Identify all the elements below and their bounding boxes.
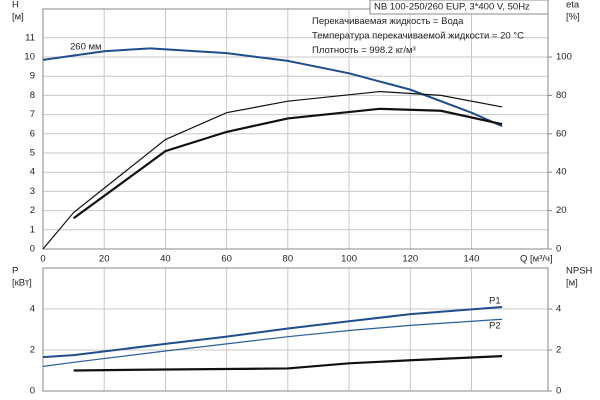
y-axis-label: P <box>12 266 18 277</box>
x-tick-label: 140 <box>464 254 480 265</box>
y2-tick-label: 20 <box>556 205 567 216</box>
y-tick-label: 9 <box>30 71 35 82</box>
curve <box>72 107 503 220</box>
plot-frame <box>42 8 549 250</box>
y2-tick-label: 2 <box>556 345 561 356</box>
y2-tick-label: 0 <box>556 386 561 397</box>
y2-axis-label: [м] <box>566 278 578 289</box>
y-tick-label: 3 <box>30 186 35 197</box>
y-tick-label: 1 <box>30 224 35 235</box>
curve <box>42 318 503 367</box>
y2-tick-label: 60 <box>556 128 567 139</box>
y-tick-label: 5 <box>30 148 35 159</box>
y2-tick-label: 80 <box>556 90 567 101</box>
y-tick-label: 0 <box>30 386 35 397</box>
y-tick-label: 4 <box>30 304 35 315</box>
y-tick-label: 2 <box>30 205 35 216</box>
x-tick-label: 100 <box>341 254 357 265</box>
y2-axis-label: eta <box>566 0 580 11</box>
y2-tick-label: 100 <box>556 52 572 63</box>
y-tick-label: 7 <box>30 109 35 120</box>
x-tick-label: 40 <box>160 254 171 265</box>
curve <box>42 90 503 250</box>
y-tick-label: 4 <box>30 167 35 178</box>
x-axis-label: Q [м³/ч] <box>520 254 553 265</box>
x-tick-label: 20 <box>99 254 110 265</box>
x-tick-label: 80 <box>283 254 294 265</box>
curve <box>42 47 503 128</box>
y-tick-label: 2 <box>30 345 35 356</box>
curve <box>42 305 503 359</box>
y-tick-label: 10 <box>24 52 35 63</box>
y-tick-label: 6 <box>30 128 35 139</box>
y2-tick-label: 40 <box>556 167 567 178</box>
x-tick-label: 120 <box>402 254 418 265</box>
y-tick-label: 11 <box>25 32 35 43</box>
info-text: NB 100-250/260 EUP, 3*400 V, 50Hz <box>374 2 530 13</box>
y2-axis-label: [%] <box>566 12 580 23</box>
y-axis-label: [кВт] <box>12 278 32 289</box>
curve-label: 260 мм <box>70 42 102 53</box>
info-text: Перекачиваемая жидкость = Вода <box>312 16 464 27</box>
x-tick-label: 60 <box>221 254 232 265</box>
y-tick-label: 8 <box>30 90 35 101</box>
y2-axis-label: NPSH <box>566 266 593 277</box>
y-tick-label: 0 <box>30 244 35 255</box>
y-axis-label: [м] <box>12 12 24 23</box>
curve-label: P2 <box>489 321 501 332</box>
curve <box>73 355 503 372</box>
y2-tick-label: 4 <box>556 304 561 315</box>
curve-label: P1 <box>489 296 501 307</box>
info-box <box>369 0 549 15</box>
y2-tick-label: 0 <box>556 244 561 255</box>
info-text: Температура перекачиваемой жидкости = 20… <box>312 31 524 42</box>
y-axis-label: H <box>12 0 19 11</box>
plot-frame <box>42 267 549 392</box>
x-tick-label: 0 <box>40 254 45 265</box>
info-text: Плотность = 998.2 кг/м³ <box>312 45 416 56</box>
